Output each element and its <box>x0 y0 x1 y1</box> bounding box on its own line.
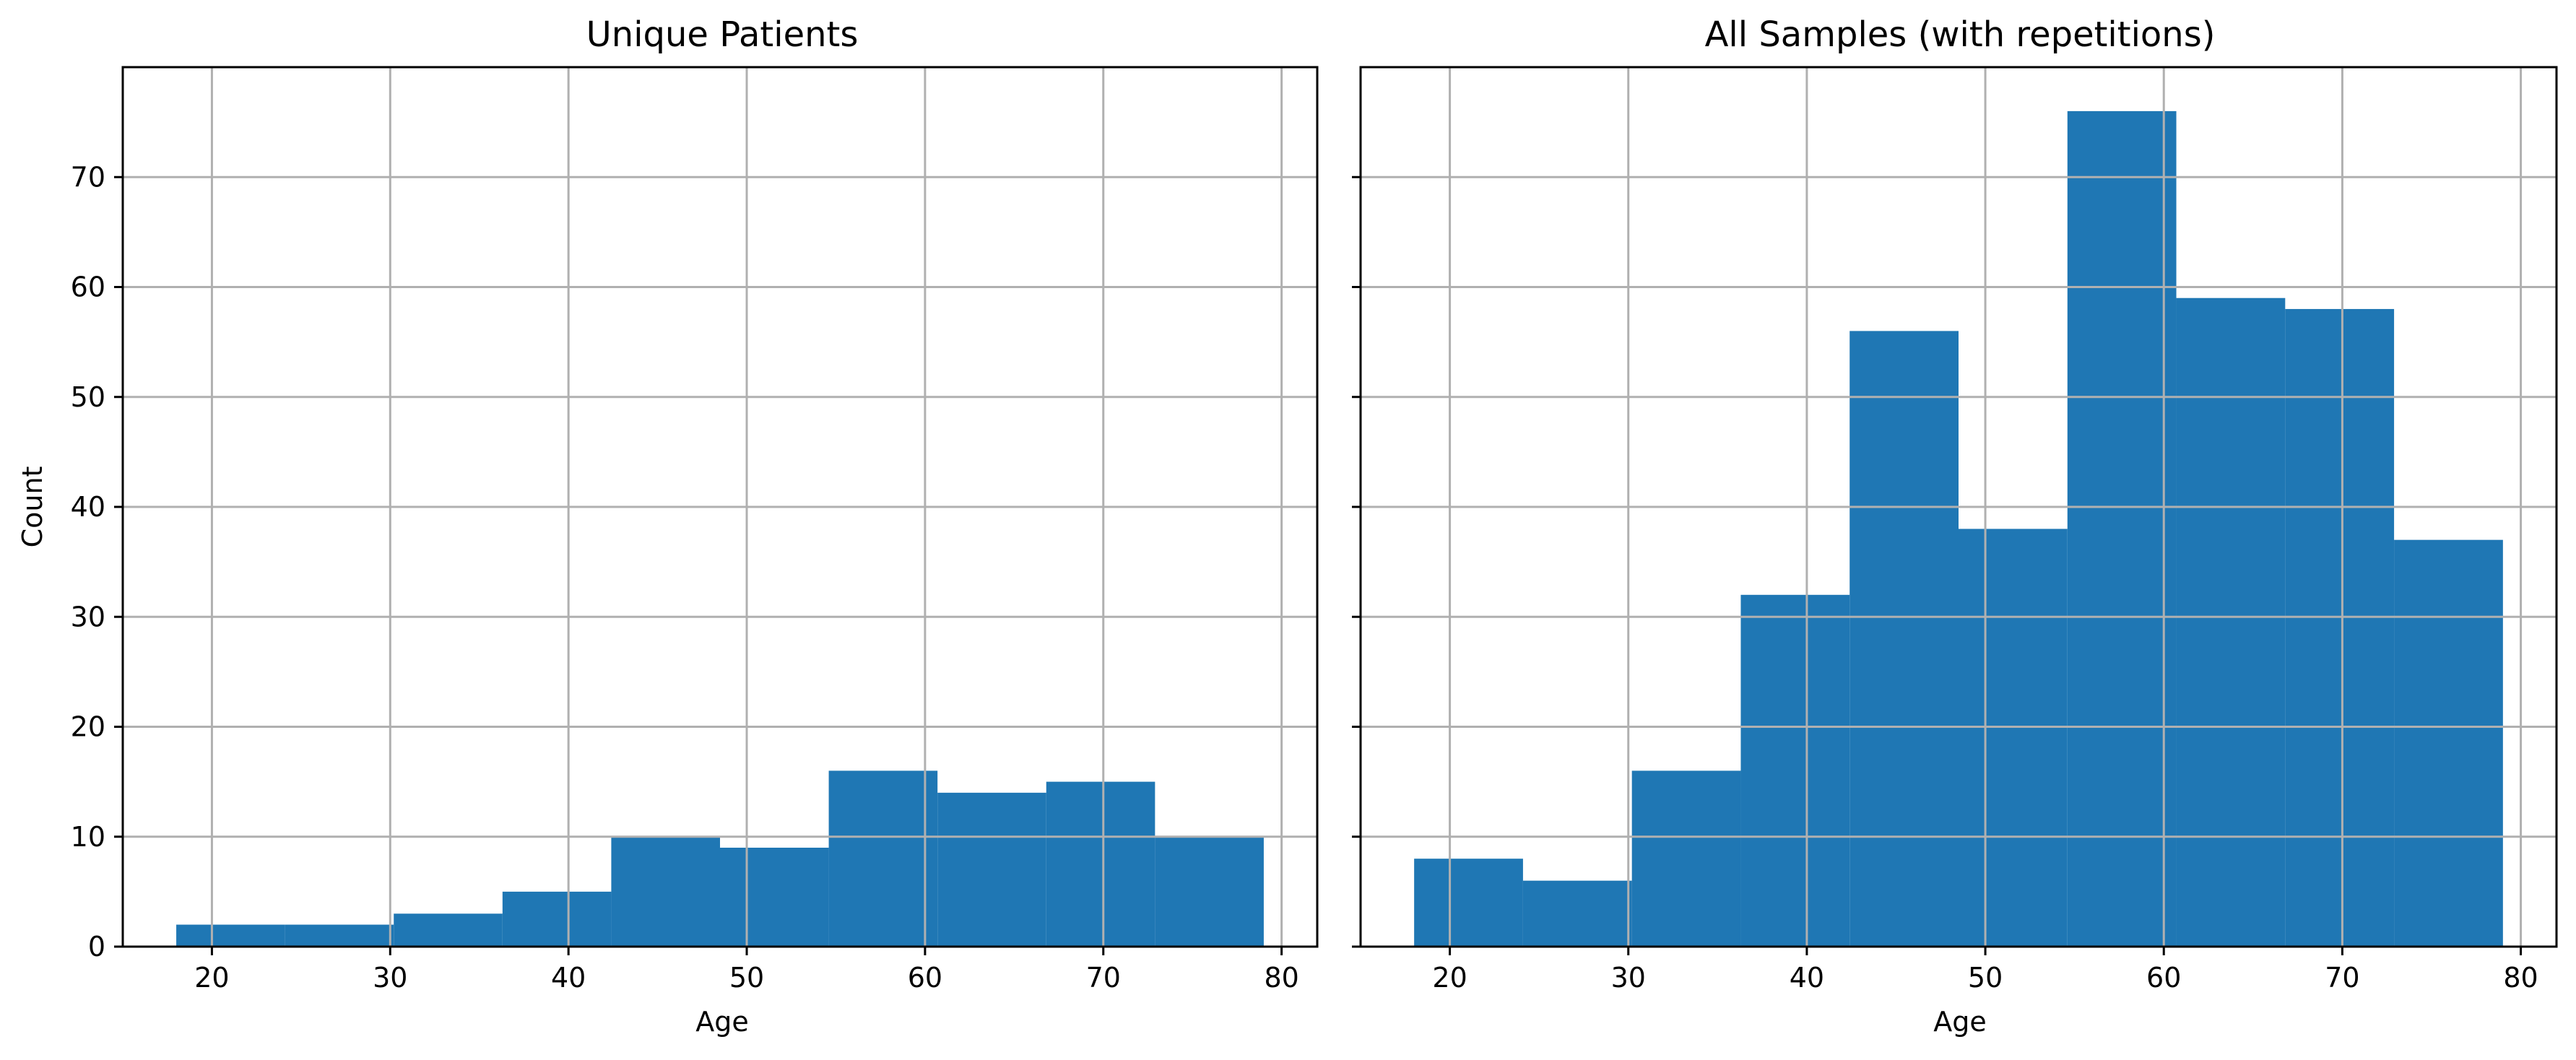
y-tick-label: 30 <box>71 601 105 633</box>
y-tick-label: 20 <box>71 711 105 743</box>
x-tick-label: 40 <box>1790 962 1824 994</box>
panel-title: All Samples (with repetitions) <box>1705 14 2216 55</box>
x-tick-label: 60 <box>2146 962 2181 994</box>
histogram-bar <box>828 770 938 947</box>
x-tick-label: 30 <box>1611 962 1646 994</box>
x-ticks: 20 30 40 50 60 70 80 <box>1432 947 2538 994</box>
histogram-bar <box>394 913 503 947</box>
x-tick-label: 70 <box>2325 962 2359 994</box>
y-tick-label: 60 <box>71 271 105 303</box>
histogram-bar <box>1959 529 2068 947</box>
x-tick-label: 80 <box>2503 962 2538 994</box>
histogram-bar <box>2176 297 2286 947</box>
histogram-bar <box>1522 880 1632 947</box>
histogram-bar <box>2285 308 2395 947</box>
y-ticks <box>1352 175 1361 948</box>
x-tick-label: 20 <box>194 962 229 994</box>
x-tick-label: 50 <box>1968 962 2003 994</box>
histogram-bar <box>1631 770 1741 947</box>
histogram-bar <box>285 924 394 947</box>
y-tick-label: 10 <box>71 821 105 853</box>
histogram-bar <box>720 847 829 947</box>
bars <box>176 770 1264 947</box>
x-tick-label: 50 <box>729 962 764 994</box>
x-ticks: 20 30 40 50 60 70 80 <box>194 947 1299 994</box>
x-tick-label: 60 <box>908 962 942 994</box>
x-axis-label: Age <box>1933 1006 1987 1038</box>
histogram-bar <box>1414 859 1523 947</box>
x-tick-label: 40 <box>551 962 586 994</box>
x-tick-label: 80 <box>1264 962 1298 994</box>
y-tick-label: 40 <box>71 491 105 523</box>
y-axis-label: Count <box>17 466 48 548</box>
x-tick-label: 30 <box>373 962 407 994</box>
panel-title: Unique Patients <box>586 14 859 55</box>
panel-all-samples: All Samples (with repetitions) Age 20 30 4… <box>1352 14 2558 1038</box>
y-tick-label: 0 <box>88 931 105 963</box>
histogram-bar <box>1740 594 1850 947</box>
histogram-bar <box>176 924 285 947</box>
histogram-bar <box>1046 781 1155 947</box>
histogram-bar <box>937 792 1046 947</box>
bars <box>1414 110 2503 947</box>
y-tick-label: 50 <box>71 381 105 413</box>
y-ticks: 0 10 20 30 40 50 60 70 <box>71 161 123 963</box>
panel-unique-patients: Unique Patients Age Count 20 30 40 50 60 70 80… <box>17 14 1319 1038</box>
x-axis-label: Age <box>695 1006 749 1038</box>
histogram-bar <box>2394 539 2503 947</box>
histogram-bar <box>502 891 612 947</box>
x-tick-label: 20 <box>1432 962 1467 994</box>
x-tick-label: 70 <box>1086 962 1121 994</box>
histogram-bar <box>1849 331 1959 947</box>
histogram-bar <box>611 836 720 947</box>
y-tick-label: 70 <box>71 161 105 193</box>
histogram-bar <box>1155 836 1264 947</box>
histogram-bar <box>2067 110 2177 947</box>
